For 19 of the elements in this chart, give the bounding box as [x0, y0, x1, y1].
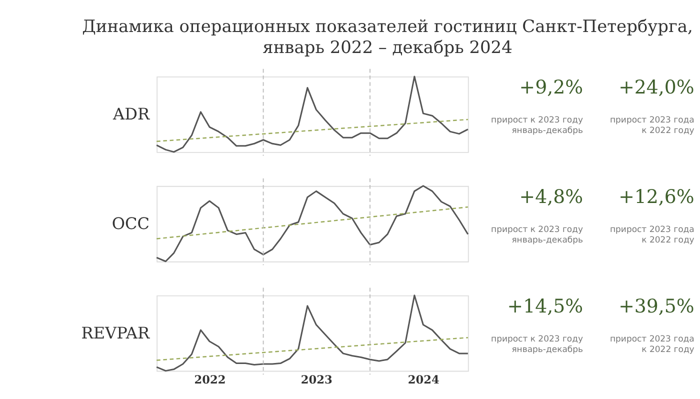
text: прирост к 2023 году январь-декабрь [491, 225, 584, 246]
text: прирост 2023 года к 2022 году [610, 225, 694, 246]
text: прирост к 2023 году январь-декабрь [491, 116, 584, 136]
text: +14,5% [507, 295, 584, 318]
text: +4,8% [519, 186, 584, 208]
x-tick-label: 2022 [194, 372, 226, 387]
y-axis-title: OCC [112, 214, 150, 233]
y-axis-title: REVPAR [81, 323, 150, 342]
x-tick-label: 2023 [300, 372, 333, 387]
chart-title: Динамика операционных показателей гостиниц Санкт-Петербурга, январь 2022 – декабрь 2024 [82, 17, 693, 58]
text: прирост к 2023 году январь-декабрь [491, 334, 584, 355]
text: +39,5% [618, 295, 694, 318]
text: +9,2% [519, 76, 584, 98]
text: +12,6% [618, 186, 694, 208]
y-axis-title: ADR [112, 104, 150, 124]
text: прирост 2023 года к 2022 году [610, 116, 694, 136]
text: прирост 2023 года к 2022 году [610, 334, 694, 355]
x-tick-label: 2024 [408, 372, 440, 387]
text: +24,0% [618, 76, 694, 98]
